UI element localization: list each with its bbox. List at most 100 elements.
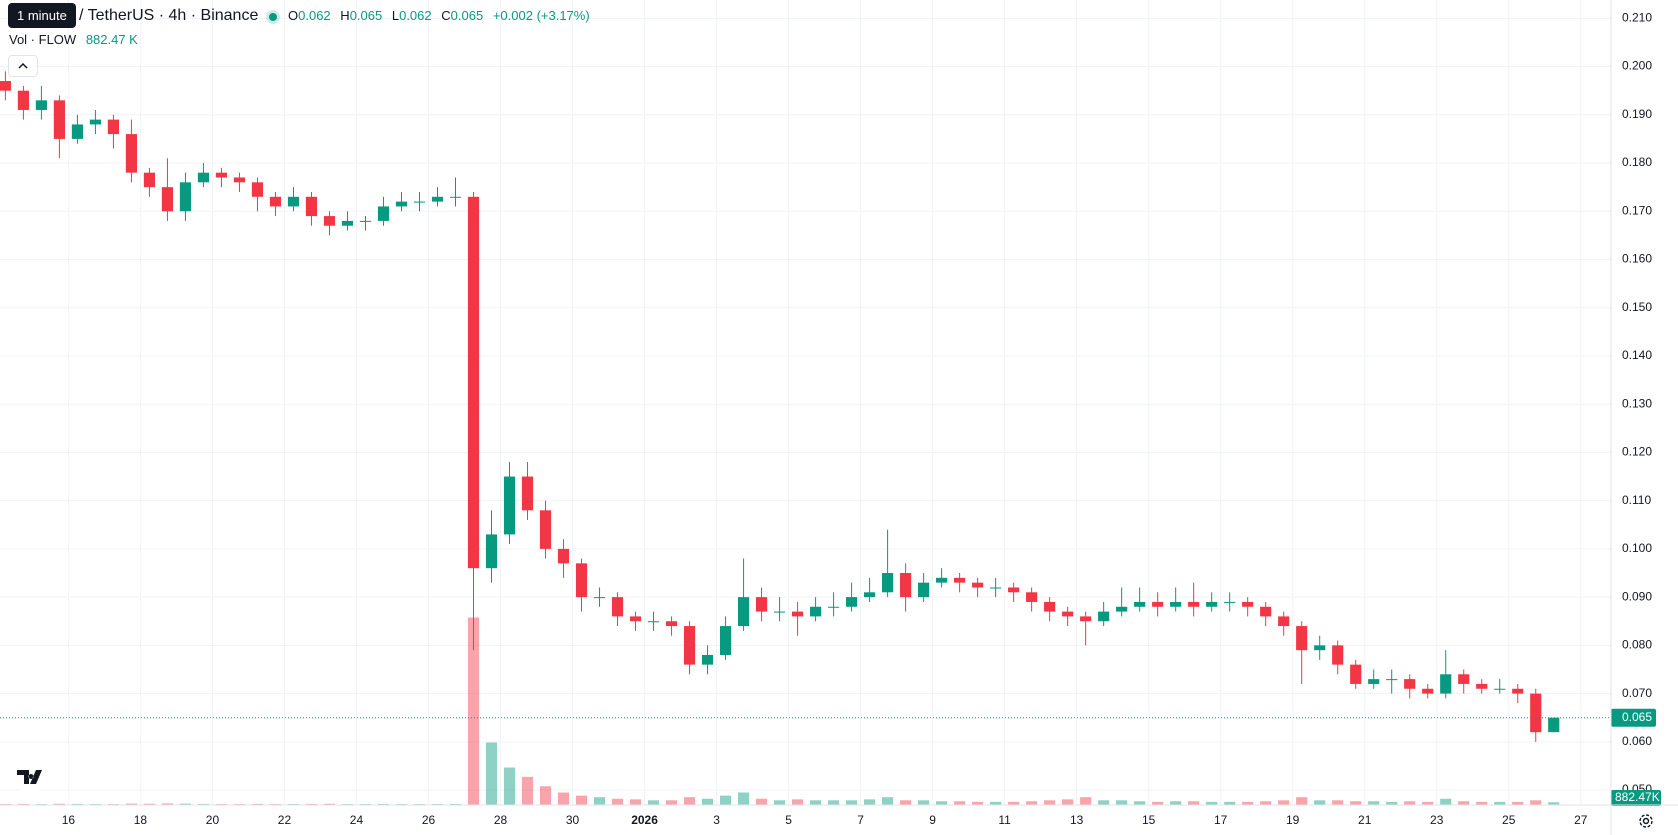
volume-bar [647,800,660,805]
volume-bar [143,803,156,805]
candle-body [35,100,47,110]
collapse-button[interactable] [8,55,38,77]
x-tick-label: 24 [350,813,364,827]
volume-bar [323,803,336,805]
volume-bar [1026,801,1038,805]
candle-body [900,573,912,598]
volume-bar [936,801,948,805]
candle-body [864,592,876,598]
volume-bar [990,801,1002,805]
candle-body [575,563,588,598]
volume-bar [1494,801,1506,805]
volume-bar [1476,801,1488,805]
volume-bar [377,803,390,805]
candle-body [1368,679,1380,684]
volume-bar [1260,801,1272,805]
x-tick-label: 7 [857,813,864,827]
candle-body [810,606,822,617]
candle-body [990,587,1002,589]
candle-body [954,577,966,583]
x-tick-label: 28 [494,813,508,827]
candle-body [485,534,498,569]
volume-bar [972,801,984,805]
candle-body [449,196,462,198]
candle-body [972,582,984,588]
volume-bar [251,803,264,805]
volume-bar [1458,801,1470,805]
candle-body [1512,688,1524,694]
volume-bar [1062,799,1074,805]
candle-body [71,124,83,139]
candle-body [161,187,174,212]
candle-body [503,476,516,535]
x-tick-label: 15 [1142,813,1156,827]
volume-bar [864,799,876,805]
candle-body [431,196,444,202]
x-tick-label: 21 [1358,813,1372,827]
candle-body [611,597,624,617]
x-tick-label: 9 [929,813,936,827]
volume-bar [629,799,642,805]
candle-body [17,90,29,110]
ohlc: O0.062 H0.065 L0.062 C0.065 +0.002 (+3.1… [288,8,590,23]
l-value: 0.062 [399,8,432,23]
volume-bar [1044,800,1056,805]
candle-body [1242,601,1254,607]
candle-body [215,172,228,178]
tv-logo [13,759,47,793]
candle-body [197,172,210,183]
volume-bar [1440,798,1452,805]
volume-bar [1116,800,1128,805]
volume-bar [467,617,480,805]
grid [0,0,1611,805]
candle-body [1422,688,1434,694]
volume-bar [846,800,858,805]
candle-body [89,119,102,125]
volume-bar [1314,800,1326,805]
x-tick-label: 27 [1574,813,1588,827]
y-tick-label: 0.140 [1622,348,1652,362]
volume-bar [1278,800,1290,805]
volume-bar [17,803,29,805]
candle-body [1152,601,1164,607]
candle-body [1530,693,1542,733]
y-tick-label: 0.130 [1622,396,1652,410]
candle-body [1224,601,1236,603]
candle-body [936,577,948,583]
y-tick-label: 0.190 [1622,107,1652,121]
volume-bar [683,797,696,805]
candle-body [413,201,426,203]
candle-body [107,119,120,135]
candle-body [683,626,696,665]
x-tick-label: 19 [1286,813,1300,827]
candle-body [1260,606,1272,617]
candle-body [467,196,480,569]
volume-value: 882.47 K [85,32,138,47]
last-price-tag [1611,708,1656,727]
candle-body [359,220,372,222]
last-price-label: 0.065 [1622,710,1652,724]
volume-tag-label: 882.47K [1615,790,1660,804]
candle-body [773,611,786,613]
candle-body [1206,601,1218,607]
volume-bar [485,742,498,805]
volume-bar [1530,800,1542,805]
x-tick-label: 22 [278,813,292,827]
settings-icon[interactable] [1639,814,1653,828]
o-label: O [288,8,299,23]
status-dot [266,10,280,24]
candle-body [377,206,390,221]
x-tick-label: 17 [1214,813,1228,827]
volume-bar [1350,801,1362,805]
y-tick-label: 0.060 [1622,734,1652,748]
candle-body [1458,674,1470,684]
volume-bar [1170,801,1182,805]
candle-body [846,597,858,607]
marks [0,71,1560,805]
volume-bar [665,800,678,805]
volume-bar [1368,801,1380,805]
volume-bar [882,797,894,805]
candle-body [882,573,894,593]
